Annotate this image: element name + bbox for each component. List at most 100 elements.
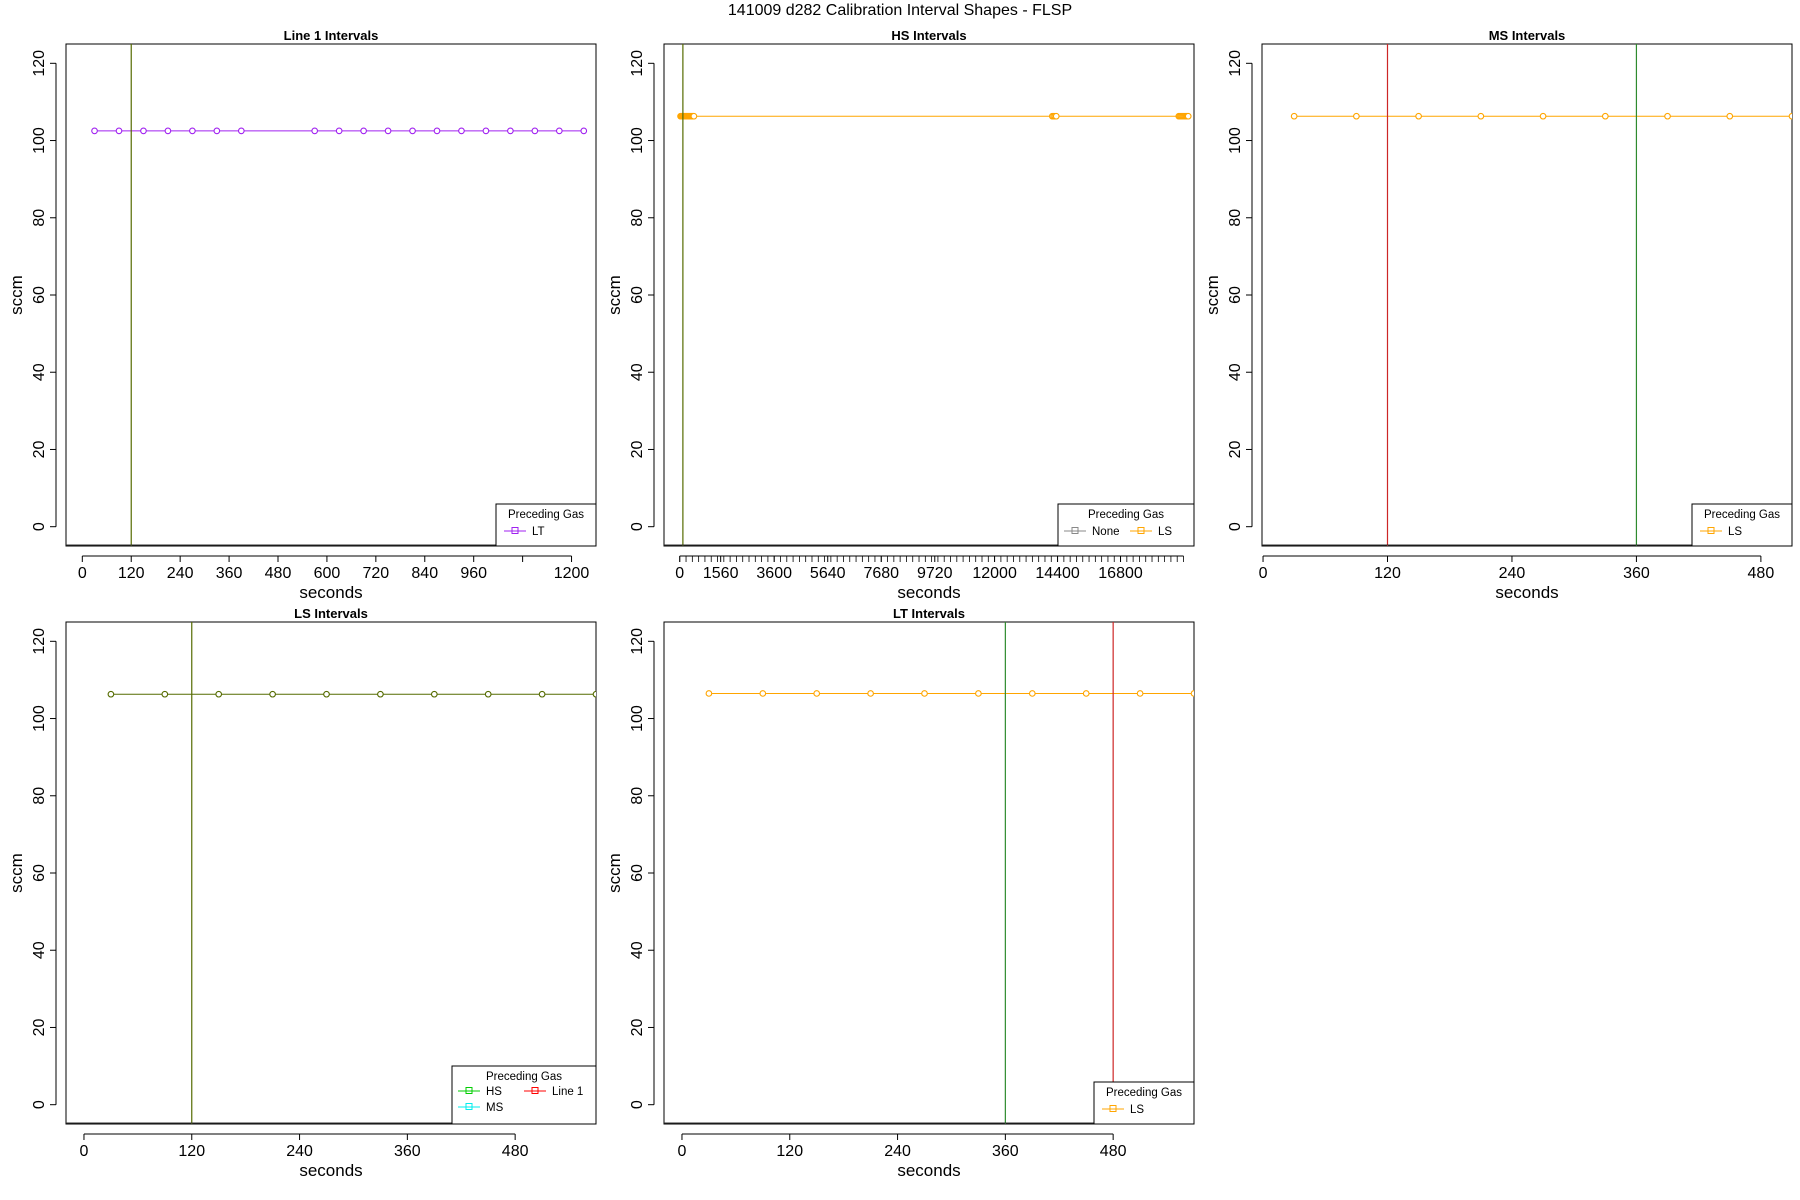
data-point	[1290, 112, 1298, 120]
legend-entry-label: None	[1092, 526, 1120, 538]
x-axis-label: seconds	[299, 583, 362, 602]
y-tick-label: 40	[629, 941, 646, 959]
data-point	[507, 127, 514, 135]
x-tick-label: 9720	[917, 565, 953, 582]
chart-panel-5: LT Intervals 0 120 240 360 480 seconds 0 20 40 60 8…	[605, 606, 1195, 1180]
x-tick-label: 960	[460, 565, 487, 582]
plot-area	[664, 44, 1194, 546]
legend-box	[1691, 503, 1793, 547]
data-point	[1136, 690, 1144, 697]
data-point	[91, 127, 98, 135]
data-point	[1353, 112, 1360, 120]
x-tick-label: 360	[394, 1143, 421, 1160]
y-tick-label: 60	[629, 286, 646, 304]
y-tick-label: 20	[1227, 440, 1244, 458]
y-tick-label: 120	[629, 50, 646, 77]
legend-entry-label: MS	[486, 1102, 504, 1114]
data-point	[189, 127, 196, 135]
data-point	[311, 127, 319, 135]
legend-swatch-marker	[1071, 527, 1079, 534]
data-point	[433, 127, 441, 135]
legend: Preceding Gas LS	[1691, 503, 1793, 547]
data-point	[409, 127, 416, 135]
y-tick-label: 40	[31, 363, 48, 381]
legend-swatch-marker	[465, 1103, 473, 1110]
y-tick-label: 40	[629, 363, 646, 381]
y-tick-label: 120	[1227, 50, 1244, 77]
x-tick-label: 720	[362, 565, 389, 582]
data-point	[580, 127, 588, 135]
y-tick-label: 20	[629, 440, 646, 458]
x-tick-label: 5640	[810, 565, 846, 582]
data-point	[458, 127, 465, 135]
x-tick-label: 1560	[703, 565, 739, 582]
y-tick-label: 0	[31, 1100, 48, 1109]
x-tick-label: 360	[1623, 565, 1650, 582]
data-point	[1052, 112, 1060, 120]
x-axis-label: seconds	[299, 1161, 362, 1180]
y-tick-label: 60	[31, 286, 48, 304]
x-tick-label: 0	[78, 565, 87, 582]
x-tick-label: 480	[1748, 565, 1775, 582]
y-tick-label: 20	[31, 440, 48, 458]
legend: Preceding Gas LT	[495, 503, 597, 547]
legend-swatch-marker	[531, 1087, 539, 1094]
legend-entry-label: LT	[532, 526, 545, 538]
legend-entry-label: LS	[1728, 526, 1742, 538]
data-point	[531, 127, 539, 135]
x-tick-label: 120	[118, 565, 145, 582]
data-point	[759, 690, 767, 697]
x-tick-label: 360	[992, 1143, 1019, 1160]
y-tick-label: 100	[629, 127, 646, 154]
data-point	[377, 690, 384, 698]
x-axis-label: seconds	[897, 583, 960, 602]
x-tick-label: 3600	[756, 565, 792, 582]
x-axis-label: seconds	[1495, 583, 1558, 602]
data-point	[335, 127, 343, 135]
y-axis-label: sccm	[1203, 275, 1222, 315]
y-tick-label: 60	[31, 864, 48, 882]
y-tick-label: 120	[31, 628, 48, 655]
y-tick-label: 80	[629, 787, 646, 805]
data-point	[269, 690, 276, 698]
y-tick-label: 80	[31, 209, 48, 227]
data-point	[921, 690, 928, 697]
data-point	[161, 690, 169, 698]
plot-frame	[1261, 43, 1793, 547]
y-tick-label: 40	[1227, 363, 1244, 381]
data-point	[1477, 112, 1485, 120]
plot-frame	[663, 43, 1195, 547]
data-point	[115, 127, 123, 135]
data-point	[1664, 112, 1671, 120]
y-tick-label: 0	[629, 522, 646, 531]
y-tick-label: 100	[1227, 127, 1244, 154]
y-tick-label: 80	[31, 787, 48, 805]
x-tick-label: 120	[178, 1143, 205, 1160]
y-tick-label: 60	[629, 864, 646, 882]
legend-title: Preceding Gas	[1704, 509, 1780, 521]
x-tick-label: 480	[265, 565, 292, 582]
x-tick-label: 240	[167, 565, 194, 582]
data-point	[592, 690, 596, 698]
data-point	[1726, 112, 1734, 120]
data-point	[213, 127, 221, 135]
data-point	[384, 127, 392, 135]
data-point	[140, 127, 147, 135]
data-point	[1539, 112, 1547, 120]
data-point	[1184, 112, 1192, 120]
legend-swatch-marker	[1109, 1105, 1117, 1112]
plot-area	[1262, 44, 1792, 546]
chart-panel-2: HS Intervals 0 1560 3600 5640 7680 9720 12000 14…	[605, 28, 1195, 602]
data-point	[482, 127, 490, 135]
x-tick-label: 16800	[1098, 565, 1143, 582]
y-tick-label: 120	[31, 50, 48, 77]
chart-panel-4: LS Intervals 0 120 240 360 480 seconds 0 20 40 60 8…	[7, 606, 597, 1180]
x-tick-label: 14400	[1035, 565, 1080, 582]
chart-panel-3: MS Intervals 0 120 240 360 480 seconds 0 20 40 60 8…	[1203, 28, 1793, 602]
y-tick-label: 0	[1227, 522, 1244, 531]
data-point	[323, 690, 330, 698]
y-axis-label: sccm	[605, 853, 624, 893]
x-tick-label: 0	[675, 565, 684, 582]
y-tick-label: 100	[31, 705, 48, 732]
